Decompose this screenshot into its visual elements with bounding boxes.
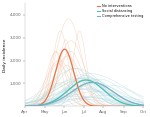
Legend: No interventions, Social distancing, Comprehensive testing: No interventions, Social distancing, Com… bbox=[97, 4, 143, 18]
Y-axis label: Daily incidence: Daily incidence bbox=[3, 38, 8, 72]
